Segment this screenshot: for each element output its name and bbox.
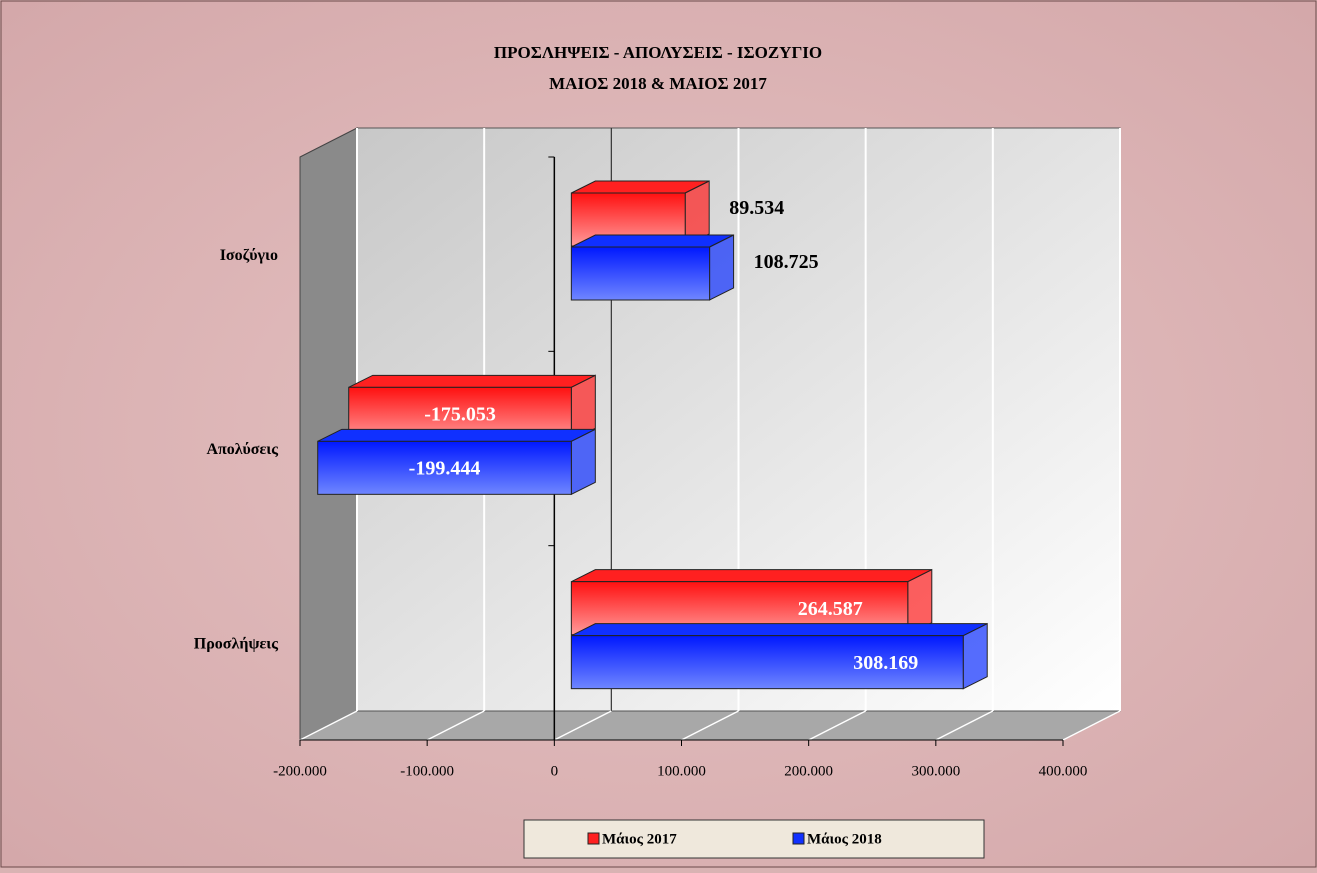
y-tick-label: Προσλήψεις [194, 636, 278, 653]
data-label: 89.534 [729, 197, 784, 219]
bar-top [571, 569, 933, 583]
chart-title: ΠΡΟΣΛΗΨΕΙΣ - ΑΠΟΛΥΣΕΙΣ - ΙΣΟΖΥΓΙΟ [494, 43, 822, 62]
floor-grid-line [808, 710, 867, 741]
floor-grid-line [426, 710, 485, 741]
y-tick-label: Ισοζύγιο [220, 247, 278, 264]
floor-grid-line [553, 710, 612, 741]
x-tick-label: 0 [551, 763, 559, 779]
bar-top [348, 374, 596, 388]
bar-side [709, 234, 735, 301]
chart-subtitle: ΜΑΙΟΣ 2018 & ΜΑΙΟΣ 2017 [549, 74, 767, 93]
bar-top [571, 623, 988, 637]
data-label: -175.053 [424, 403, 496, 425]
bar-side [570, 428, 596, 496]
legend-swatch [792, 832, 805, 845]
bar [570, 635, 964, 690]
bar-top [571, 234, 734, 248]
legend-swatch [587, 832, 600, 845]
y-tick-label: Απολύσεις [206, 441, 278, 458]
x-tick-label: -200.000 [273, 763, 327, 779]
bar-top [317, 428, 596, 442]
bar [570, 246, 711, 301]
floor-grid-line [299, 710, 358, 741]
legend-label: Μάιος 2018 [807, 831, 882, 847]
bar [317, 440, 572, 495]
x-tick-label: 400.000 [1039, 763, 1088, 779]
floor-grid-line [1062, 710, 1121, 741]
data-label: 264.587 [798, 598, 863, 620]
x-tick-label: 300.000 [911, 763, 960, 779]
x-tick-label: 200.000 [784, 763, 833, 779]
floor-grid-line [681, 710, 739, 741]
x-tick-label: 100.000 [657, 763, 706, 779]
floor-grid-line [935, 710, 994, 741]
x-tick-label: -100.000 [400, 763, 454, 779]
bar-side [962, 622, 988, 690]
data-label: 308.169 [853, 652, 918, 674]
legend [523, 819, 985, 859]
legend-label: Μάιος 2017 [602, 831, 677, 847]
data-label: -199.444 [409, 457, 481, 479]
data-label: 108.725 [754, 251, 819, 273]
